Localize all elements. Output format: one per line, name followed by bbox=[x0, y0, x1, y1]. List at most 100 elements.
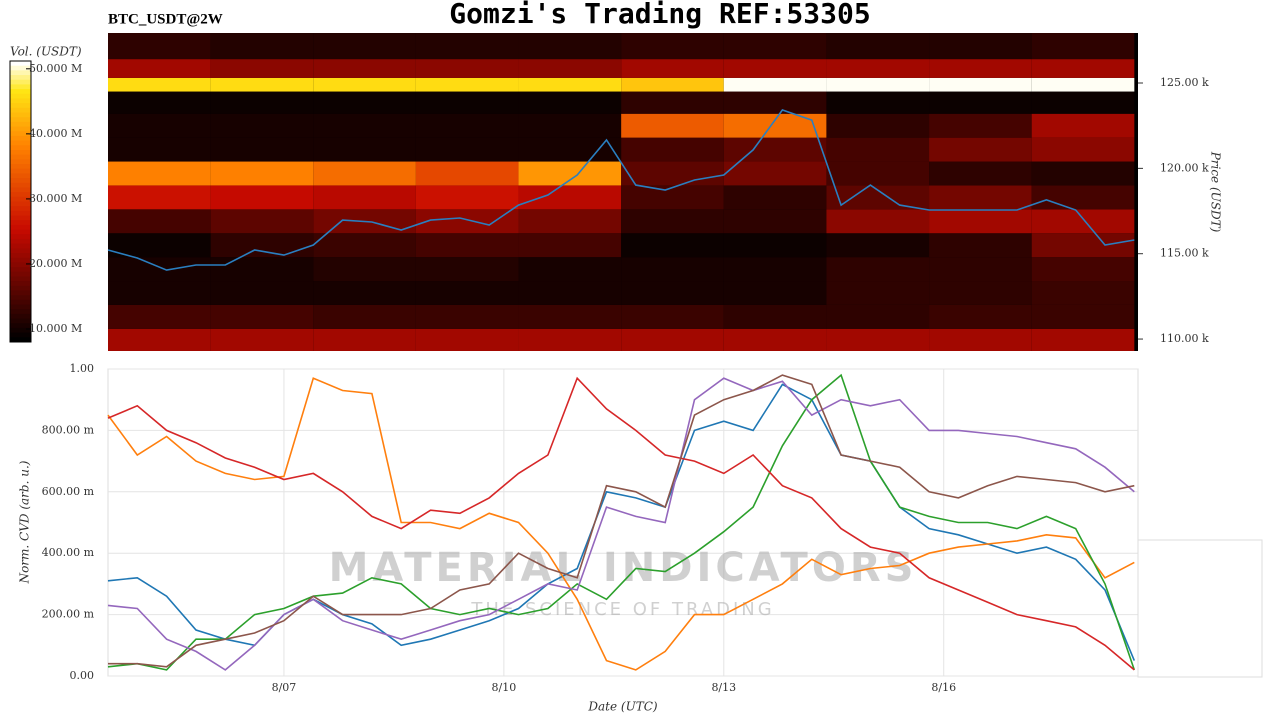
series-line bbox=[107, 373, 1136, 671]
heat-cell bbox=[518, 257, 622, 282]
y-tick-label: 400.00 m bbox=[42, 546, 95, 559]
colorbar-segment bbox=[10, 159, 31, 165]
heat-cell bbox=[108, 209, 211, 234]
page-title: Gomzi's Trading REF:53305 bbox=[449, 0, 870, 30]
colorbar-segment bbox=[10, 164, 31, 170]
colorbar-segment bbox=[10, 295, 31, 301]
colorbar-tick-label: 20.000 M bbox=[29, 257, 82, 270]
heat-cell bbox=[1031, 59, 1135, 78]
colorbar-segment bbox=[10, 192, 31, 198]
y-tick-label: 600.00 m bbox=[42, 485, 95, 498]
colorbar-segment bbox=[10, 267, 31, 273]
colorbar-segment bbox=[10, 126, 31, 132]
heat-cell bbox=[313, 113, 416, 138]
heat-cell bbox=[210, 161, 314, 186]
colorbar-segment bbox=[10, 337, 31, 343]
heat-cell bbox=[723, 137, 827, 162]
heat-cell bbox=[723, 304, 827, 329]
series-line bbox=[108, 374, 1135, 668]
heat-cell bbox=[210, 209, 314, 234]
heat-cell bbox=[210, 91, 314, 114]
heat-cell bbox=[313, 137, 416, 162]
chart-title: BTC_USDT@2W bbox=[108, 11, 223, 27]
y-tick-label: 1.00 bbox=[70, 362, 95, 375]
heat-cell bbox=[621, 161, 724, 186]
y-tick-label: 110.00 k bbox=[1160, 332, 1209, 345]
heat-cell bbox=[929, 209, 1032, 234]
heat-cell bbox=[621, 113, 724, 138]
colorbar-segment bbox=[10, 327, 31, 334]
colorbar-segment bbox=[10, 61, 31, 67]
heat-cell bbox=[415, 33, 519, 60]
colorbar-segment bbox=[10, 75, 31, 81]
x-tick-label: 8/07 bbox=[272, 681, 297, 694]
heat-cell bbox=[210, 281, 314, 305]
colorbar-segment bbox=[10, 332, 31, 338]
heat-cell bbox=[518, 304, 622, 329]
heat-cell bbox=[108, 233, 211, 258]
heat-cell bbox=[210, 233, 314, 258]
legend-box bbox=[1137, 539, 1263, 678]
heat-cell bbox=[415, 161, 519, 186]
x-axis-label: Date (UTC) bbox=[587, 700, 657, 714]
heat-cell bbox=[313, 185, 416, 210]
heat-cell bbox=[210, 59, 314, 78]
heat-cell bbox=[210, 137, 314, 162]
heat-cell bbox=[1031, 161, 1135, 186]
heat-cell bbox=[415, 257, 519, 282]
colorbar-segment bbox=[10, 70, 31, 76]
heat-cell bbox=[929, 77, 1032, 92]
colorbar-segment bbox=[10, 299, 31, 306]
heat-cell bbox=[415, 137, 519, 162]
heat-cell bbox=[621, 33, 724, 60]
heat-cell bbox=[929, 281, 1032, 305]
heat-cell bbox=[415, 113, 519, 138]
heat-cell bbox=[518, 328, 622, 351]
colorbar-segment bbox=[10, 154, 31, 160]
heat-cell bbox=[929, 257, 1032, 282]
heat-cell bbox=[1031, 113, 1135, 138]
y-tick-label: 125.00 k bbox=[1160, 76, 1209, 89]
heat-cell bbox=[723, 233, 827, 258]
heat-cell bbox=[621, 59, 724, 78]
colorbar-segment bbox=[10, 248, 31, 254]
heat-cell bbox=[108, 137, 211, 162]
heat-cell bbox=[1031, 209, 1135, 234]
heat-cell bbox=[518, 185, 622, 210]
heat-cell bbox=[108, 328, 211, 351]
heat-cell bbox=[1031, 328, 1135, 351]
heat-cell bbox=[826, 33, 930, 60]
heat-cell bbox=[621, 77, 724, 92]
heat-cell bbox=[108, 33, 211, 60]
heat-cell bbox=[313, 233, 416, 258]
y-axis-label: Norm. CVD (arb. u.) bbox=[18, 460, 32, 584]
colorbar-segment bbox=[10, 112, 31, 118]
colorbar-segment bbox=[10, 173, 31, 179]
heat-cell bbox=[929, 304, 1032, 329]
colorbar-frame bbox=[9, 60, 32, 343]
heat-cell bbox=[929, 137, 1032, 162]
colorbar-segment bbox=[10, 290, 31, 296]
heat-cell bbox=[723, 59, 827, 78]
colorbar-segment bbox=[10, 253, 31, 259]
heat-cell bbox=[518, 137, 622, 162]
heat-cell bbox=[415, 77, 519, 92]
colorbar-segment bbox=[10, 229, 31, 235]
heat-cell bbox=[929, 185, 1032, 210]
colorbar-segment bbox=[10, 117, 31, 123]
heat-cell bbox=[210, 328, 314, 351]
heat-cell bbox=[313, 33, 416, 60]
heat-cell bbox=[621, 257, 724, 282]
heat-cell bbox=[723, 328, 827, 351]
heat-cell bbox=[929, 91, 1032, 114]
y-tick-label: 120.00 k bbox=[1160, 161, 1209, 174]
heat-cell bbox=[313, 304, 416, 329]
colorbar-segment bbox=[10, 323, 31, 329]
heat-cell bbox=[826, 328, 930, 351]
heat-cell bbox=[826, 113, 930, 138]
heat-cell bbox=[415, 209, 519, 234]
heat-cell bbox=[621, 209, 724, 234]
colorbar-segment bbox=[10, 271, 31, 277]
heat-cell bbox=[1031, 233, 1135, 258]
colorbar-segment bbox=[10, 215, 31, 221]
